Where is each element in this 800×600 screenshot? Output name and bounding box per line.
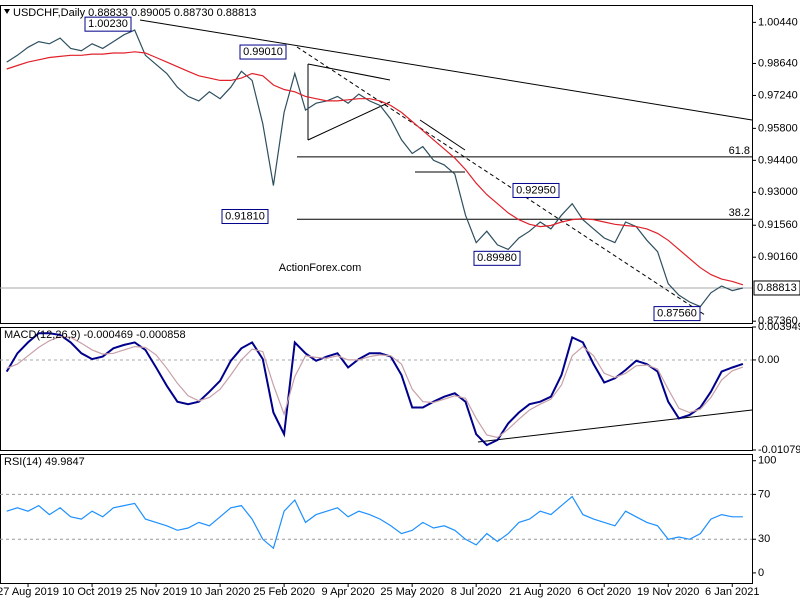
price-annotation: 0.99010 [243,46,283,58]
series-line [5,332,744,447]
y-tick-label: 0.97240 [758,89,798,101]
macd-panel [0,327,753,451]
trendline [296,46,706,316]
x-tick-label: 6 Oct 2020 [577,586,631,598]
price-annotation: 0.92950 [516,184,556,196]
series-line [6,335,744,439]
y-tick-label: 0.91560 [758,219,798,231]
y-tick-label: 70 [758,488,770,500]
panel-title: MACD(12,26,9) -0.000469 -0.000858 [4,329,186,341]
panel-title: RSI(14) 49.9847 [4,456,85,468]
x-tick-label: 25 Nov 2019 [125,586,187,598]
x-tick-label: 9 Apr 2020 [322,586,375,598]
x-tick-label: 25 May 2020 [380,586,444,598]
y-tick-label: 0.87360 [758,315,798,327]
price-annotation-box [239,44,287,60]
rsi-panel [0,454,753,584]
trendlines [139,19,753,443]
price-panel [0,5,753,324]
y-tick-label: 1.00440 [758,16,798,28]
series-line [6,29,744,308]
price-annotation-box [473,250,521,266]
x-tick-label: 10 Oct 2019 [62,586,122,598]
series-line [6,51,744,286]
price-annotation-box [512,182,560,198]
y-tick-label: 0 [758,567,764,579]
y-tick-label: 0.94400 [758,154,798,166]
y-tick-label: 0.98640 [758,57,798,69]
last-price-label: 0.88813 [757,282,797,294]
x-tick-label: 6 Jan 2021 [705,586,759,598]
macd-trendline [477,409,753,443]
y-tick-label: 0.003949 [758,321,800,333]
trendline [307,63,391,81]
x-tick-label: 25 Feb 2020 [253,586,315,598]
x-tick-label: 27 Aug 2019 [0,586,59,598]
y-tick-label: 0.90160 [758,251,798,263]
price-annotation-box [653,306,701,322]
x-tick-label: 19 Nov 2020 [637,586,699,598]
series-line [6,495,743,550]
y-tick-label: 0.95800 [758,122,798,134]
y-tick-label: -0.010793 [758,444,800,456]
price-annotation-box [84,16,132,32]
price-annotation-box [221,209,269,225]
trendline [419,119,466,151]
price-annotation: 0.91810 [225,210,265,222]
trendline [307,101,391,141]
menu-icon [4,9,10,14]
price-annotation: 0.87560 [657,308,697,320]
y-tick-label: 0.00 [758,354,779,366]
trendline [139,19,753,121]
fib-label: 38.2 [729,207,750,219]
y-tick-label: 100 [758,455,776,467]
fib-label: 61.8 [729,145,750,157]
price-annotation: 0.89980 [477,252,517,264]
y-tick-label: 30 [758,533,770,545]
x-tick-label: 10 Jan 2020 [190,586,251,598]
x-tick-label: 8 Jul 2020 [451,586,502,598]
price-annotation: 1.00230 [88,18,128,30]
y-tick-label: 0.93000 [758,186,798,198]
panel-title: USDCHF,Daily 0.88833 0.89005 0.88730 0.8… [13,7,256,19]
watermark: ActionForex.com [279,262,362,274]
x-tick-label: 21 Aug 2020 [509,586,571,598]
last-price-box [753,280,800,296]
